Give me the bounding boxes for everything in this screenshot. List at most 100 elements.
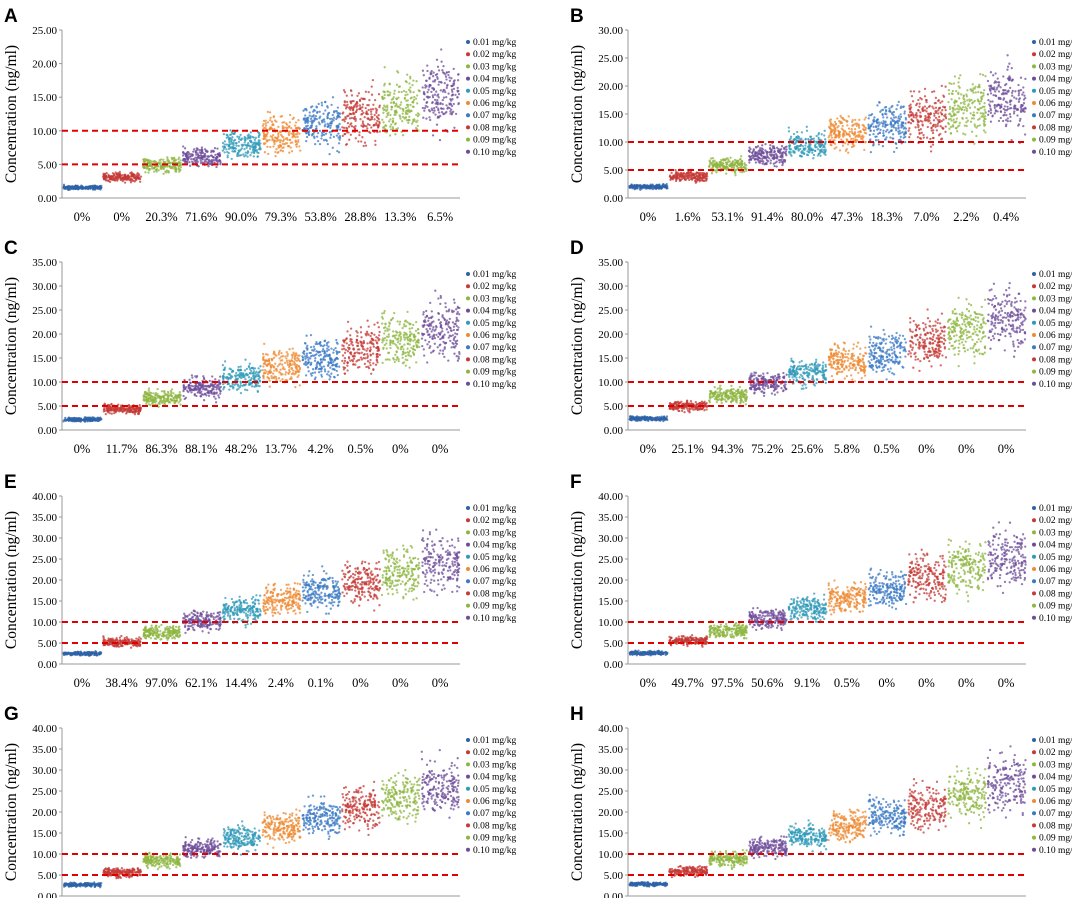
data-point xyxy=(953,82,955,84)
data-point xyxy=(741,163,743,165)
data-point xyxy=(265,120,267,122)
data-point xyxy=(436,59,438,61)
data-point xyxy=(920,128,922,130)
data-point xyxy=(897,124,899,126)
data-point xyxy=(997,85,999,87)
data-point xyxy=(911,112,913,114)
data-point xyxy=(966,110,968,112)
data-point xyxy=(287,145,289,147)
data-point xyxy=(918,106,920,108)
data-point xyxy=(939,107,941,109)
data-point xyxy=(352,109,354,111)
data-point xyxy=(785,148,787,150)
data-point xyxy=(230,375,232,377)
data-point xyxy=(865,127,867,129)
data-point xyxy=(359,99,361,101)
data-point xyxy=(834,121,836,123)
data-point xyxy=(294,125,296,127)
data-point xyxy=(96,419,98,421)
data-point xyxy=(902,125,904,127)
data-point xyxy=(264,138,266,140)
y-tick-label: 10.00 xyxy=(32,377,57,389)
data-point xyxy=(846,124,848,126)
data-point xyxy=(360,113,362,115)
data-point xyxy=(885,130,887,132)
data-point xyxy=(898,133,900,135)
data-point xyxy=(326,105,328,107)
data-point xyxy=(105,413,107,415)
data-point xyxy=(1014,90,1016,92)
data-point xyxy=(808,148,810,150)
data-point xyxy=(885,113,887,115)
series-a-8 xyxy=(341,79,381,147)
legend-label: 0.06 mg/kg xyxy=(473,99,517,109)
data-point xyxy=(279,149,281,151)
data-point xyxy=(953,119,955,121)
data-point xyxy=(310,118,312,120)
data-point xyxy=(1006,101,1008,103)
data-point xyxy=(346,143,348,145)
data-point xyxy=(782,151,784,153)
data-point xyxy=(162,159,164,161)
data-point xyxy=(107,179,109,181)
data-point xyxy=(134,413,136,415)
data-point xyxy=(226,143,228,145)
data-point xyxy=(447,92,449,94)
data-point xyxy=(948,89,950,91)
data-point xyxy=(442,99,444,101)
data-point xyxy=(213,395,215,397)
data-point xyxy=(998,120,1000,122)
data-point xyxy=(764,143,766,145)
data-point xyxy=(907,130,909,132)
data-point xyxy=(442,113,444,115)
data-point xyxy=(830,144,832,146)
data-point xyxy=(796,131,798,133)
data-point xyxy=(436,99,438,101)
data-point xyxy=(417,125,419,127)
data-point xyxy=(359,108,361,110)
data-point xyxy=(1013,96,1015,98)
data-point xyxy=(457,103,459,105)
data-point xyxy=(163,167,165,169)
data-point xyxy=(339,139,341,141)
data-point xyxy=(964,133,966,135)
data-point xyxy=(939,125,941,127)
data-point xyxy=(350,107,352,109)
data-point xyxy=(892,119,894,121)
data-point xyxy=(885,124,887,126)
data-point xyxy=(736,165,738,167)
data-point xyxy=(271,138,273,140)
data-point xyxy=(757,145,759,147)
data-point xyxy=(302,110,304,112)
data-point xyxy=(824,130,826,132)
data-point xyxy=(313,137,315,139)
data-point xyxy=(945,125,947,127)
data-point xyxy=(399,85,401,87)
data-point xyxy=(146,159,148,161)
data-point xyxy=(198,388,200,390)
data-point xyxy=(225,148,227,150)
data-point xyxy=(770,151,772,153)
data-point xyxy=(990,85,992,87)
data-point xyxy=(977,98,979,100)
data-point xyxy=(109,176,111,178)
data-point xyxy=(357,140,359,142)
data-point xyxy=(1014,105,1016,107)
data-point xyxy=(175,168,177,170)
data-point xyxy=(824,138,826,140)
data-point xyxy=(318,121,320,123)
data-point xyxy=(903,137,905,139)
data-point xyxy=(859,136,861,138)
data-point xyxy=(238,141,240,143)
data-point xyxy=(360,125,362,127)
data-point xyxy=(456,89,458,91)
data-point xyxy=(177,158,179,160)
data-point xyxy=(172,397,174,399)
data-point xyxy=(94,417,96,419)
data-point xyxy=(883,134,885,136)
data-point xyxy=(878,143,880,145)
series-a-1 xyxy=(63,184,103,191)
data-point xyxy=(426,64,428,66)
data-point xyxy=(244,359,246,361)
data-point xyxy=(987,114,989,116)
